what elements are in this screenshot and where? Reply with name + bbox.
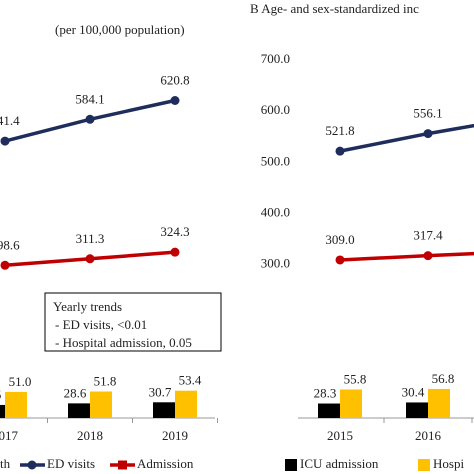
point <box>170 247 180 257</box>
bar <box>340 389 362 418</box>
point <box>423 129 433 139</box>
point <box>335 255 345 265</box>
bar <box>0 404 5 418</box>
bar-label: 28.6 <box>64 385 87 400</box>
annotation: Yearly trends <box>53 299 122 314</box>
x-tick-label: 2015 <box>327 428 353 443</box>
bar-label: 55.8 <box>344 371 367 386</box>
legend-label: Hospi <box>433 456 464 471</box>
legend-label: Admission <box>137 456 194 471</box>
point <box>0 136 10 146</box>
legend-marker <box>118 460 127 470</box>
bar <box>68 403 90 418</box>
bar-label: 51.0 <box>9 374 32 389</box>
x-tick-label: 2017 <box>0 428 19 443</box>
line <box>339 123 474 153</box>
annotation-box <box>44 292 222 352</box>
point <box>423 251 433 261</box>
bar-label: 51.8 <box>94 373 117 388</box>
bar <box>153 402 175 418</box>
point <box>0 260 10 270</box>
bar <box>90 391 112 418</box>
x-tick-label: 2016 <box>415 428 442 443</box>
x-tick-label: 2019 <box>162 428 188 443</box>
annotation: - ED visits, <0.01 <box>55 317 147 332</box>
point-label: 309.0 <box>325 232 354 247</box>
annotation: - Hospital admission, 0.05 <box>55 335 192 350</box>
point-label: 324.3 <box>160 224 189 239</box>
y-tick-label: 700.0 <box>261 51 290 66</box>
point-label: 584.1 <box>75 91 104 106</box>
bar-label: 56.8 <box>432 371 455 386</box>
y-tick-label: 500.0 <box>261 153 290 168</box>
y-tick-label: 300.0 <box>261 256 290 271</box>
legend-label: ED visits <box>47 456 95 471</box>
point-label: 521.8 <box>325 123 354 138</box>
legend-marker <box>285 459 297 471</box>
y-tick-label: 600.0 <box>261 102 290 117</box>
legend-marker <box>27 460 37 470</box>
point <box>170 96 180 106</box>
bar-label: 28.3 <box>314 386 337 401</box>
point-label: 556.1 <box>413 106 442 121</box>
legend-label: th <box>0 456 11 471</box>
legend-label: ICU admission <box>300 456 379 471</box>
point <box>85 254 95 264</box>
point <box>335 146 345 156</box>
bar <box>5 391 27 418</box>
bar <box>428 388 450 418</box>
point-label: 620.8 <box>160 72 189 87</box>
point-label: 298.6 <box>0 237 20 252</box>
bar-label: 30.7 <box>149 384 172 399</box>
point-label: 317.4 <box>413 228 443 243</box>
panel-title: B Age- and sex-standardized inc <box>250 1 419 16</box>
legend-marker <box>418 459 430 471</box>
line <box>339 251 474 262</box>
bar <box>318 403 340 418</box>
bar <box>406 402 428 418</box>
point <box>85 114 95 124</box>
bar-label: 30.4 <box>402 384 425 399</box>
x-tick-label: 2018 <box>77 428 103 443</box>
point-label: 541.4 <box>0 113 20 128</box>
bar <box>175 390 197 418</box>
point-label: 311.3 <box>76 231 105 246</box>
bar-label: 53.4 <box>179 373 202 388</box>
y-tick-label: 400.0 <box>261 204 290 219</box>
bar-label: 25.5 <box>0 387 1 402</box>
subtitle: (per 100,000 population) <box>55 22 185 37</box>
